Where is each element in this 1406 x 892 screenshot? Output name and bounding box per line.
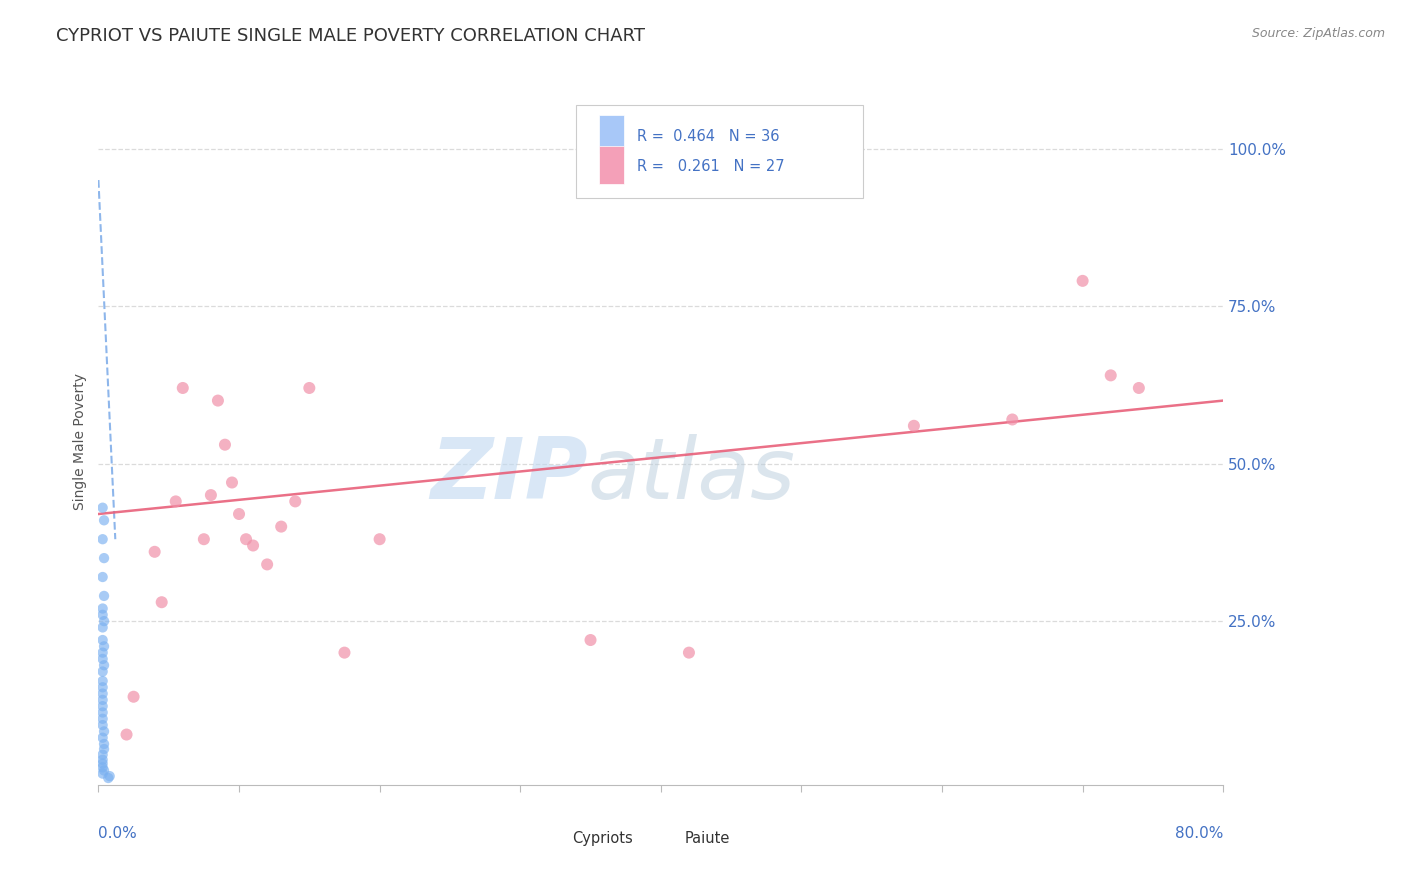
- Point: [93, 724, 115, 739]
- Point: [97, 771, 120, 785]
- Point: [579, 633, 602, 648]
- Point: [91, 747, 114, 762]
- Point: [172, 381, 194, 395]
- Point: [91, 766, 114, 780]
- Point: [93, 737, 115, 751]
- Point: [143, 545, 166, 559]
- Point: [242, 539, 264, 553]
- Point: [207, 393, 229, 408]
- Bar: [543, 825, 562, 854]
- FancyBboxPatch shape: [576, 105, 863, 198]
- Point: [91, 633, 114, 648]
- Point: [1128, 381, 1150, 395]
- Point: [91, 699, 114, 714]
- Point: [91, 760, 114, 774]
- Point: [93, 589, 115, 603]
- Point: [93, 640, 115, 654]
- Text: atlas: atlas: [588, 434, 796, 517]
- Point: [93, 742, 115, 756]
- Point: [93, 764, 115, 778]
- Text: Source: ZipAtlas.com: Source: ZipAtlas.com: [1251, 27, 1385, 40]
- Text: ZIP: ZIP: [430, 434, 588, 517]
- Bar: [599, 115, 624, 153]
- Text: 0.0%: 0.0%: [98, 826, 138, 841]
- Point: [91, 500, 114, 515]
- Point: [115, 727, 138, 741]
- Point: [91, 693, 114, 707]
- Point: [221, 475, 243, 490]
- Text: Paiute: Paiute: [685, 831, 730, 847]
- Point: [91, 607, 114, 622]
- Point: [91, 756, 114, 771]
- Point: [91, 532, 114, 546]
- Point: [150, 595, 173, 609]
- Point: [1001, 412, 1024, 426]
- Point: [91, 706, 114, 720]
- Point: [214, 438, 236, 452]
- Point: [91, 646, 114, 660]
- Y-axis label: Single Male Poverty: Single Male Poverty: [73, 373, 87, 510]
- Point: [235, 532, 257, 546]
- Point: [1071, 274, 1094, 288]
- Point: [678, 646, 700, 660]
- Point: [93, 513, 115, 527]
- Point: [91, 718, 114, 732]
- Point: [91, 601, 114, 615]
- Point: [91, 687, 114, 701]
- Bar: [655, 825, 675, 854]
- Point: [165, 494, 187, 508]
- Point: [91, 753, 114, 767]
- Point: [93, 551, 115, 566]
- Text: R =  0.464   N = 36: R = 0.464 N = 36: [637, 128, 780, 144]
- Text: 80.0%: 80.0%: [1175, 826, 1223, 841]
- Point: [93, 658, 115, 673]
- Point: [368, 532, 391, 546]
- Point: [122, 690, 145, 704]
- Point: [270, 519, 292, 533]
- Point: [1099, 368, 1122, 383]
- Point: [333, 646, 356, 660]
- Point: [903, 418, 925, 433]
- Point: [200, 488, 222, 502]
- Point: [256, 558, 278, 572]
- Point: [193, 532, 215, 546]
- Point: [91, 681, 114, 695]
- Point: [98, 769, 121, 783]
- Point: [91, 652, 114, 666]
- Point: [284, 494, 307, 508]
- Point: [91, 570, 114, 584]
- Point: [91, 731, 114, 745]
- Point: [91, 673, 114, 688]
- Point: [91, 712, 114, 726]
- Point: [91, 665, 114, 679]
- Point: [298, 381, 321, 395]
- Text: R =   0.261   N = 27: R = 0.261 N = 27: [637, 160, 785, 175]
- Text: CYPRIOT VS PAIUTE SINGLE MALE POVERTY CORRELATION CHART: CYPRIOT VS PAIUTE SINGLE MALE POVERTY CO…: [56, 27, 645, 45]
- Text: Cypriots: Cypriots: [572, 831, 633, 847]
- Bar: [599, 146, 624, 184]
- Point: [93, 614, 115, 628]
- Point: [91, 620, 114, 634]
- Point: [228, 507, 250, 521]
